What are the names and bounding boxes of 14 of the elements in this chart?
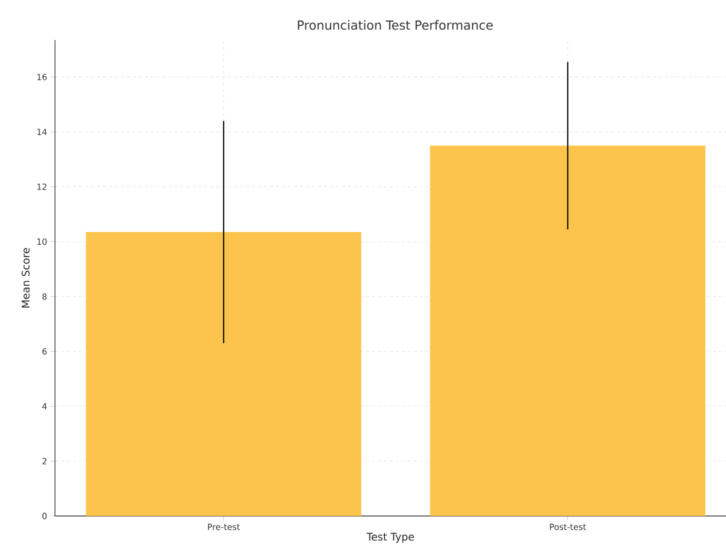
y-tick-label: 2 xyxy=(42,458,46,464)
y-tick-label: 0 xyxy=(42,512,47,520)
x-axis-title: Test Type xyxy=(366,532,414,543)
y-tick-label: 8 xyxy=(42,293,47,300)
x-tick-label: Pre-test xyxy=(208,524,240,530)
y-tick-label: 12 xyxy=(37,184,46,190)
y-tick-label: 10 xyxy=(37,238,47,245)
y-tick-label: 4 xyxy=(42,403,47,410)
y-tick-label: 16 xyxy=(37,74,47,80)
x-tick-label: Post-test xyxy=(550,524,586,530)
y-tick-label: 6 xyxy=(42,348,47,355)
y-tick-label: 14 xyxy=(37,128,47,135)
y-axis-title: Mean Score xyxy=(22,248,30,308)
chart-title: Pronunciation Test Performance xyxy=(298,20,493,30)
